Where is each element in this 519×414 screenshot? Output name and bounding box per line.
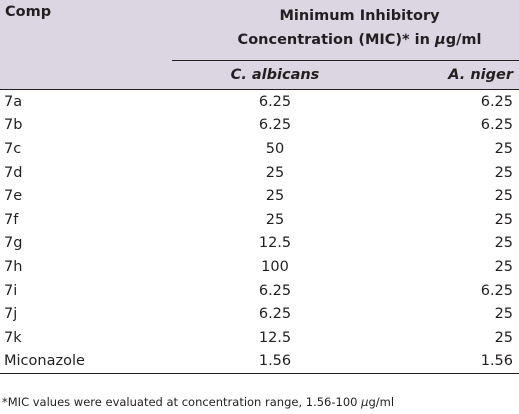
cell-comp: 7e — [4, 188, 23, 205]
table-row: 7i 6.25 6.25 — [0, 279, 519, 303]
header-c-albicans: C. albicans — [172, 60, 368, 90]
table-subheader-row: C. albicans A. niger — [0, 60, 519, 90]
table-row: 7a 6.25 6.25 — [0, 90, 519, 114]
cell-comp: 7b — [4, 117, 23, 134]
footnote-unit-rest: g/ml — [368, 395, 395, 409]
cell-c-albicans: 1.56 — [172, 349, 368, 375]
cell-a-niger: 1.56 — [368, 349, 519, 375]
mic-table: Comp Minimum Inhibitory Concentration (M… — [0, 0, 519, 375]
cell-comp: 7h — [4, 258, 23, 275]
cell-a-niger: 6.25 — [480, 117, 514, 134]
cell-a-niger: 25 — [494, 188, 514, 205]
header-mic: Minimum Inhibitory Concentration (MIC)* … — [172, 0, 519, 61]
cell-a-niger: 25 — [494, 140, 514, 157]
cell-comp: 7c — [4, 140, 22, 157]
cell-c-albicans: 50 — [265, 140, 285, 157]
cell-comp: 7g — [4, 235, 23, 252]
cell-comp: Miconazole — [0, 349, 172, 375]
cell-c-albicans: 25 — [265, 188, 285, 205]
cell-a-niger: 25 — [494, 235, 514, 252]
table-header-row: Comp Minimum Inhibitory Concentration (M… — [0, 0, 519, 61]
cell-a-niger: 25 — [494, 329, 514, 346]
subheader-blank — [0, 60, 172, 90]
table-row: 7e 25 25 — [0, 184, 519, 208]
cell-a-niger: 25 — [494, 164, 514, 181]
cell-comp: 7j — [4, 306, 18, 323]
table-row: 7c 50 25 — [0, 137, 519, 161]
header-comp: Comp — [0, 0, 172, 61]
cell-c-albicans: 6.25 — [258, 117, 292, 134]
header-mic-line2: Concentration (MIC)* in — [237, 32, 436, 48]
header-a-niger: A. niger — [368, 60, 519, 90]
footnote: *MIC values were evaluated at concentrat… — [2, 395, 394, 409]
cell-a-niger: 25 — [494, 258, 514, 275]
table-row: 7k 12.5 25 — [0, 326, 519, 350]
footnote-unit-mu: μ — [361, 395, 369, 409]
table-row: 7f 25 25 — [0, 208, 519, 232]
header-mic-unit-mu: μ — [435, 32, 446, 48]
header-mic-line1: Minimum Inhibitory — [279, 8, 440, 24]
table-row: 7g 12.5 25 — [0, 232, 519, 256]
table-row: 7j 6.25 25 — [0, 302, 519, 326]
cell-a-niger: 6.25 — [480, 282, 514, 299]
table-row: 7h 100 25 — [0, 255, 519, 279]
cell-c-albicans: 12.5 — [258, 235, 292, 252]
cell-comp: 7a — [4, 93, 23, 110]
cell-a-niger: 25 — [494, 306, 514, 323]
cell-c-albicans: 6.25 — [258, 282, 292, 299]
table-body: 7a 6.25 6.25 7b 6.25 6.25 7c 50 25 7d 25 25 7e 25 25 7f… — [0, 90, 519, 375]
cell-c-albicans: 6.25 — [258, 93, 292, 110]
cell-a-niger: 6.25 — [480, 93, 514, 110]
cell-a-niger: 25 — [494, 211, 514, 228]
cell-c-albicans: 100 — [261, 258, 289, 275]
cell-comp: 7k — [4, 329, 22, 346]
table-row: 7d 25 25 — [0, 161, 519, 185]
cell-c-albicans: 6.25 — [258, 306, 292, 323]
cell-c-albicans: 25 — [265, 164, 285, 181]
cell-comp: 7d — [4, 164, 23, 181]
cell-c-albicans: 12.5 — [258, 329, 292, 346]
table-row: 7b 6.25 6.25 — [0, 114, 519, 138]
cell-comp: 7i — [4, 282, 18, 299]
table-row: Miconazole 1.56 1.56 — [0, 349, 519, 375]
cell-comp: 7f — [4, 211, 19, 228]
footnote-text: *MIC values were evaluated at concentrat… — [2, 395, 362, 409]
cell-c-albicans: 25 — [265, 211, 285, 228]
header-mic-unit-rest: g/ml — [445, 32, 482, 48]
